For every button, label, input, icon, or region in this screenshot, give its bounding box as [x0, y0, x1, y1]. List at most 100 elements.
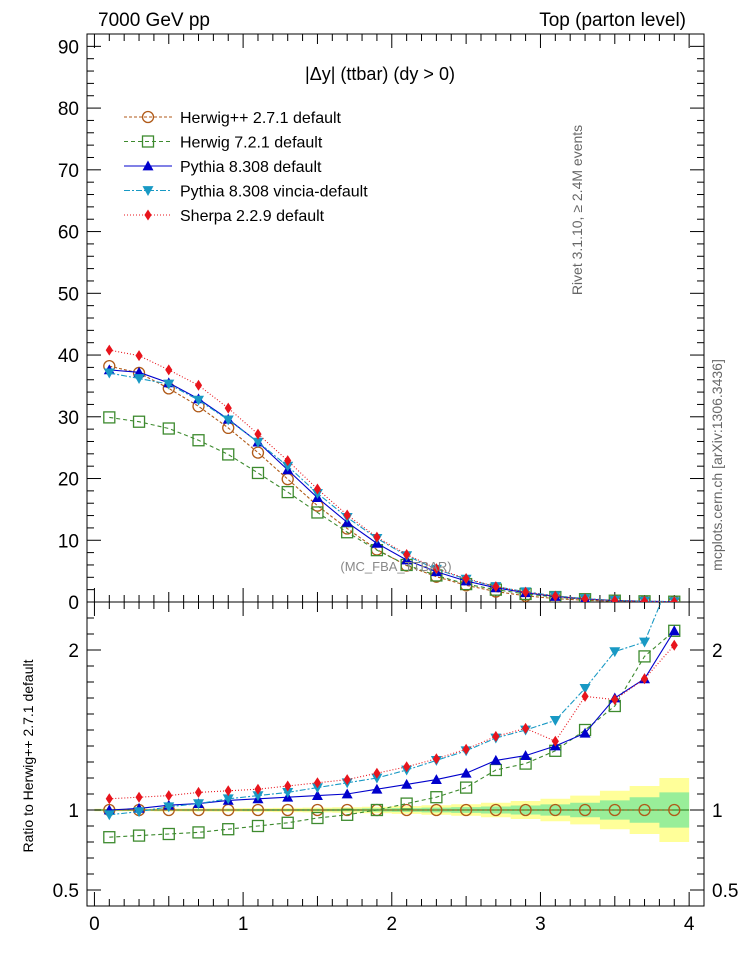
data-point-sherpa-2-2-9-default	[462, 573, 470, 585]
ratio-point-herwig-7-2-1-default	[638, 650, 651, 663]
ratio-line-pythia-8-308-default	[109, 630, 675, 811]
data-point-sherpa-2-2-9-default	[165, 364, 173, 376]
main-plot-frame: 0 10 20 30 40 50 60 70 80 90	[58, 33, 705, 614]
ratio-point-herwig-2-7-1-default	[578, 803, 592, 817]
y-tick-label: 70	[58, 161, 79, 182]
ratio-point-sherpa-2-2-9-default	[611, 694, 619, 706]
data-point-sherpa-2-2-9-default	[105, 344, 113, 356]
data-point-sherpa-2-2-9-default	[581, 593, 589, 602]
legend-marker-pythia-8-308-vincia-default	[142, 186, 154, 196]
data-point-sherpa-2-2-9-default	[343, 509, 351, 521]
ratio-y-tick-label: 1	[712, 801, 723, 822]
series-line-pythia-8-308-vincia-default	[109, 372, 675, 602]
ratio-point-pythia-8-308-default	[668, 625, 680, 636]
legend-label-pythia-8-308-default: Pythia 8.308 default	[180, 159, 322, 176]
legend-label-sherpa-2-2-9-default: Sherpa 2.2.9 default	[180, 208, 325, 225]
watermark: (MC_FBA_TTBAR)	[340, 559, 451, 574]
ratio-point-pythia-8-308-vincia-default	[222, 794, 234, 805]
data-point-herwig-7-2-1-default	[251, 466, 265, 480]
ratio-point-pythia-8-308-default	[371, 783, 383, 794]
ratio-point-herwig-2-7-1-default	[608, 803, 621, 817]
ratio-point-sherpa-2-2-9-default	[165, 790, 173, 802]
ratio-point-pythia-8-308-vincia-default	[669, 566, 680, 576]
legend-label-pythia-8-308-vincia-default: Pythia 8.308 vincia-default	[180, 184, 368, 201]
data-point-sherpa-2-2-9-default	[611, 594, 619, 602]
ratio-point-sherpa-2-2-9-default	[105, 793, 113, 805]
data-point-sherpa-2-2-9-default	[403, 548, 411, 560]
ratio-point-sherpa-2-2-9-default	[432, 753, 440, 765]
header-left: 7000 GeV pp	[98, 10, 210, 31]
ratio-point-herwig-7-2-1-default	[222, 823, 235, 836]
legend-marker-herwig-7-2-1-default	[141, 135, 155, 148]
ratio-point-pythia-8-308-vincia-default	[609, 647, 621, 658]
data-point-pythia-8-308-vincia-default	[282, 461, 294, 472]
ratio-point-pythia-8-308-vincia-default	[549, 716, 561, 726]
ratio-point-sherpa-2-2-9-default	[224, 785, 232, 797]
legend-label-herwig-7-2-1-default: Herwig 7.2.1 default	[180, 135, 323, 152]
data-point-herwig-7-2-1-default	[132, 415, 146, 428]
data-point-sherpa-2-2-9-default	[373, 531, 381, 543]
ratio-point-sherpa-2-2-9-default	[522, 722, 530, 734]
ratio-point-pythia-8-308-default	[579, 727, 591, 738]
data-point-herwig-7-2-1-default	[281, 485, 294, 499]
legend: Herwig++ 2.7.1 default Herwig 7.2.1 defau…	[124, 110, 368, 225]
ratio-point-herwig-7-2-1-default	[400, 797, 413, 810]
ratio-point-herwig-2-7-1-default	[549, 803, 562, 817]
legend-marker-sherpa-2-2-9-default	[144, 209, 152, 221]
ratio-y-tick-label: 2	[712, 641, 723, 662]
data-point-pythia-8-308-vincia-default	[193, 395, 205, 406]
ratio-point-pythia-8-308-default	[311, 790, 323, 800]
ratio-point-herwig-2-7-1-default	[459, 803, 473, 817]
ratio-point-sherpa-2-2-9-default	[343, 774, 351, 786]
ratio-point-sherpa-2-2-9-default	[670, 639, 678, 651]
data-point-sherpa-2-2-9-default	[492, 581, 500, 593]
ratio-line-sherpa-2-2-9-default	[109, 644, 675, 800]
y-tick-label: 40	[58, 346, 79, 367]
x-tick-label: 0	[89, 914, 100, 935]
y-tick-label: 80	[58, 99, 79, 120]
ratio-point-sherpa-2-2-9-default	[403, 761, 411, 773]
ratio-axis-label: Ratio to Herwig++ 2.7.1 default	[20, 659, 36, 852]
ratio-point-herwig-7-2-1-default	[281, 816, 294, 829]
data-point-sherpa-2-2-9-default	[254, 428, 262, 440]
ratio-point-herwig-2-7-1-default	[281, 803, 294, 817]
y-tick-label: 30	[58, 408, 79, 429]
ratio-point-pythia-8-308-default	[430, 774, 442, 784]
ratio-point-pythia-8-308-default	[520, 750, 532, 760]
legend-marker-herwig-2-7-1-default	[141, 110, 155, 124]
ratio-point-sherpa-2-2-9-default	[492, 730, 500, 742]
ratio-point-sherpa-2-2-9-default	[581, 690, 589, 702]
ratio-point-pythia-8-308-vincia-default	[133, 807, 145, 818]
ratio-plot-frame: 0 1 2 3 4 0.5 0.5 1 1 2 2	[53, 601, 738, 935]
ratio-point-herwig-7-2-1-default	[192, 826, 205, 839]
ratio-point-sherpa-2-2-9-default	[462, 743, 470, 755]
series-line-sherpa-2-2-9-default	[109, 349, 675, 602]
ratio-point-pythia-8-308-vincia-default	[252, 791, 264, 802]
ratio-point-sherpa-2-2-9-default	[551, 735, 559, 747]
data-point-sherpa-2-2-9-default	[194, 379, 203, 391]
ratio-point-herwig-2-7-1-default	[311, 803, 324, 817]
x-tick-label: 4	[684, 914, 695, 935]
y-tick-label: 90	[58, 37, 79, 58]
series-line-herwig-7-2-1-default	[109, 416, 675, 602]
x-tick-label: 1	[238, 914, 249, 935]
data-point-sherpa-2-2-9-default	[224, 402, 232, 414]
ratio-point-herwig-7-2-1-default	[162, 827, 175, 841]
ratio-point-pythia-8-308-vincia-default	[193, 799, 205, 810]
legend-marker-pythia-8-308-default	[142, 160, 154, 171]
ratio-point-herwig-2-7-1-default	[400, 803, 413, 817]
ratio-point-sherpa-2-2-9-default	[373, 767, 381, 779]
x-tick-label: 2	[386, 914, 397, 935]
ratio-point-herwig-7-2-1-default	[132, 829, 146, 842]
data-point-herwig-7-2-1-default	[311, 506, 324, 519]
y-tick-label: 10	[58, 531, 79, 552]
ratio-point-herwig-7-2-1-default	[103, 831, 116, 844]
ratio-point-herwig-7-2-1-default	[430, 791, 443, 804]
data-point-sherpa-2-2-9-default	[284, 455, 292, 467]
ratio-point-pythia-8-308-vincia-default	[579, 684, 591, 694]
ratio-point-sherpa-2-2-9-default	[254, 783, 262, 795]
ratio-point-sherpa-2-2-9-default	[640, 673, 649, 685]
data-point-sherpa-2-2-9-default	[640, 595, 649, 602]
ratio-point-herwig-7-2-1-default	[341, 808, 354, 821]
ratio-point-herwig-2-7-1-default	[251, 803, 265, 817]
